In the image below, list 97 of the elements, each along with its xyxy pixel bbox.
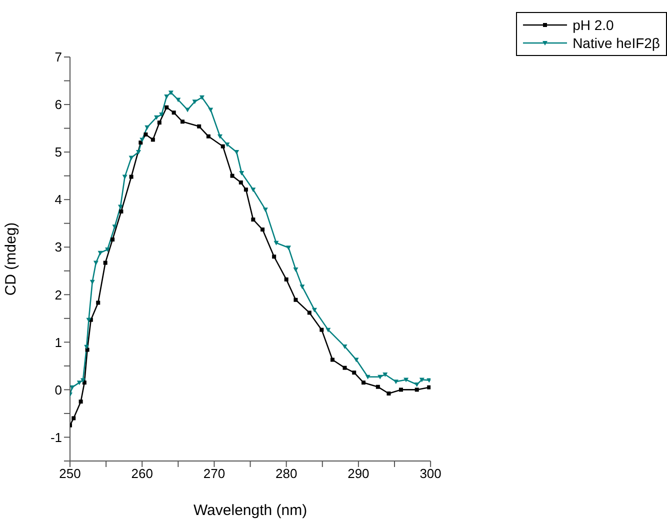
point xyxy=(320,328,324,332)
x-tick-label: 270 xyxy=(203,466,226,482)
y-tick-label: 7 xyxy=(54,50,62,65)
point xyxy=(119,209,124,214)
x-axis-title: Wavelength (nm) xyxy=(193,502,308,519)
x-tick-label: 260 xyxy=(131,466,153,482)
y-tick-label: 6 xyxy=(54,97,62,112)
point xyxy=(398,388,403,392)
point xyxy=(197,124,202,128)
point xyxy=(90,280,95,284)
point xyxy=(76,380,82,386)
point xyxy=(98,250,103,256)
point xyxy=(307,310,312,315)
point xyxy=(217,134,222,139)
point xyxy=(110,238,115,242)
point xyxy=(164,94,170,99)
x-tick-label: 290 xyxy=(348,466,370,482)
point xyxy=(192,100,198,104)
point xyxy=(96,300,100,305)
point xyxy=(154,115,160,120)
point xyxy=(382,372,388,377)
point xyxy=(105,247,110,252)
point xyxy=(129,174,134,179)
x-tick-label: 280 xyxy=(275,466,298,482)
y-tick-label: 0 xyxy=(54,382,62,398)
point xyxy=(239,170,244,176)
point xyxy=(238,180,243,184)
point xyxy=(144,125,150,130)
y-tick-label: 2 xyxy=(54,287,62,302)
point xyxy=(312,308,317,312)
point xyxy=(230,174,234,178)
point xyxy=(164,105,169,110)
y-tick-label: 3 xyxy=(54,240,62,255)
point xyxy=(140,138,145,142)
point xyxy=(250,188,256,192)
point xyxy=(93,260,98,266)
point xyxy=(172,110,176,115)
point xyxy=(404,378,409,382)
point xyxy=(426,378,431,383)
legend-label: pH 2.0 xyxy=(572,16,614,34)
legend-label: Native heIF2β xyxy=(572,34,660,52)
point xyxy=(262,208,268,212)
point xyxy=(352,370,356,375)
point xyxy=(206,134,210,138)
point xyxy=(365,374,370,380)
point xyxy=(342,344,348,349)
point xyxy=(260,228,265,232)
point xyxy=(286,246,291,250)
point xyxy=(168,90,174,96)
point xyxy=(72,416,76,420)
point xyxy=(294,298,298,302)
point xyxy=(136,150,142,155)
point xyxy=(180,120,184,124)
point xyxy=(150,138,155,142)
point xyxy=(293,267,298,272)
point xyxy=(122,174,128,180)
point xyxy=(386,392,391,396)
point xyxy=(251,218,256,222)
x-tick-label: 300 xyxy=(420,466,442,482)
point xyxy=(118,204,123,210)
point xyxy=(220,144,225,148)
point xyxy=(378,374,383,380)
y-tick-label: 4 xyxy=(54,192,62,208)
point xyxy=(199,95,204,100)
point xyxy=(157,120,162,125)
x-tick-label: 250 xyxy=(59,466,81,482)
point xyxy=(85,348,90,352)
point xyxy=(376,384,380,389)
point xyxy=(112,224,118,230)
point xyxy=(330,358,334,362)
point xyxy=(84,344,90,350)
point xyxy=(234,150,240,155)
y-tick-label: 5 xyxy=(54,144,62,160)
point xyxy=(419,378,424,382)
point xyxy=(300,284,305,290)
point xyxy=(362,380,366,385)
point xyxy=(272,254,276,259)
point xyxy=(159,112,164,118)
point xyxy=(414,382,420,387)
point xyxy=(427,385,431,390)
point xyxy=(274,240,279,246)
point xyxy=(224,142,230,147)
point xyxy=(78,400,83,404)
point xyxy=(284,277,288,282)
point xyxy=(244,188,248,192)
point xyxy=(326,328,331,332)
point xyxy=(138,140,143,145)
point xyxy=(103,260,108,265)
point xyxy=(86,318,92,322)
y-axis-title: CD (mdeg) xyxy=(2,222,20,296)
point xyxy=(70,385,75,390)
point xyxy=(144,132,148,136)
point xyxy=(414,388,419,392)
point xyxy=(342,366,347,370)
y-tick-label: 1 xyxy=(54,334,62,350)
point xyxy=(80,378,86,383)
y-tick-label: -1 xyxy=(50,430,62,445)
